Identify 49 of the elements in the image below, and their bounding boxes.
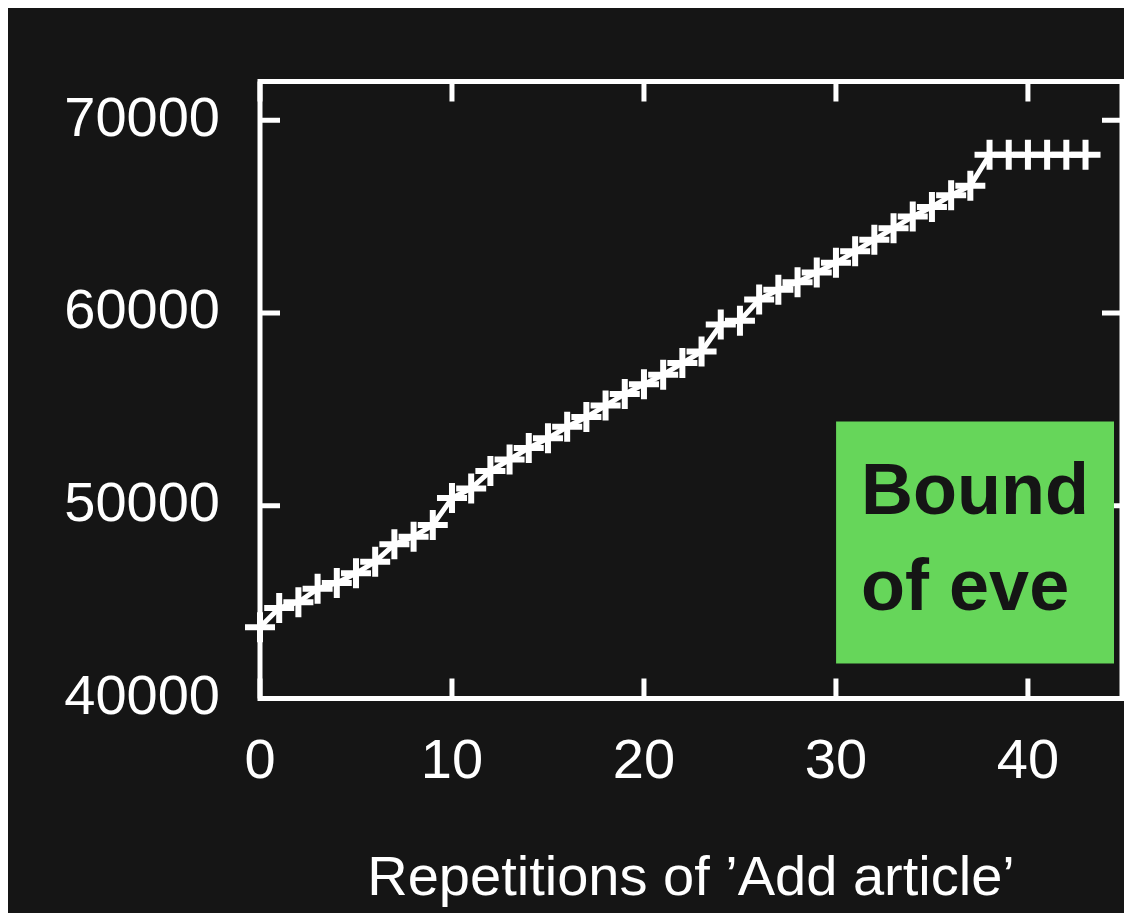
point	[436, 483, 467, 514]
annotation: Bound of eve	[861, 449, 1089, 626]
point	[667, 348, 698, 379]
point	[686, 336, 717, 367]
point	[360, 546, 391, 577]
y-tick-label: 70000	[64, 84, 220, 148]
point	[417, 510, 448, 541]
point	[494, 444, 525, 475]
point	[628, 369, 659, 400]
point	[705, 309, 736, 340]
y-tick-label: 50000	[64, 470, 220, 534]
point	[340, 558, 371, 589]
point	[744, 284, 775, 315]
x-tick-label: 10	[420, 726, 484, 790]
point	[532, 423, 563, 454]
x-tick-label: 0	[244, 726, 276, 790]
point	[648, 359, 679, 390]
point	[955, 170, 986, 201]
point	[916, 191, 947, 222]
point	[1070, 139, 1101, 170]
point	[763, 274, 794, 305]
point	[264, 592, 295, 623]
point	[475, 456, 506, 487]
point	[820, 247, 851, 278]
point	[609, 378, 640, 409]
point	[782, 267, 813, 298]
point	[513, 432, 544, 463]
point	[552, 411, 583, 442]
point	[571, 402, 602, 433]
point	[724, 305, 755, 336]
point	[936, 180, 967, 211]
point	[456, 473, 487, 504]
point	[840, 236, 871, 267]
y-tick-label: 40000	[64, 663, 220, 727]
point	[590, 390, 621, 421]
point	[897, 201, 928, 232]
point	[878, 213, 909, 244]
point	[379, 529, 410, 560]
point	[302, 573, 333, 604]
y-tick-label: 60000	[64, 277, 220, 341]
point	[801, 257, 832, 288]
point	[859, 224, 890, 255]
point	[398, 521, 429, 552]
point	[321, 567, 352, 598]
point	[283, 587, 314, 618]
x-tick-label: 40	[996, 726, 1060, 790]
x-tick-label: 20	[612, 726, 676, 790]
x-tick-label: 30	[804, 726, 868, 790]
x-axis-title: Repetitions of ’Add article’	[367, 843, 1015, 907]
